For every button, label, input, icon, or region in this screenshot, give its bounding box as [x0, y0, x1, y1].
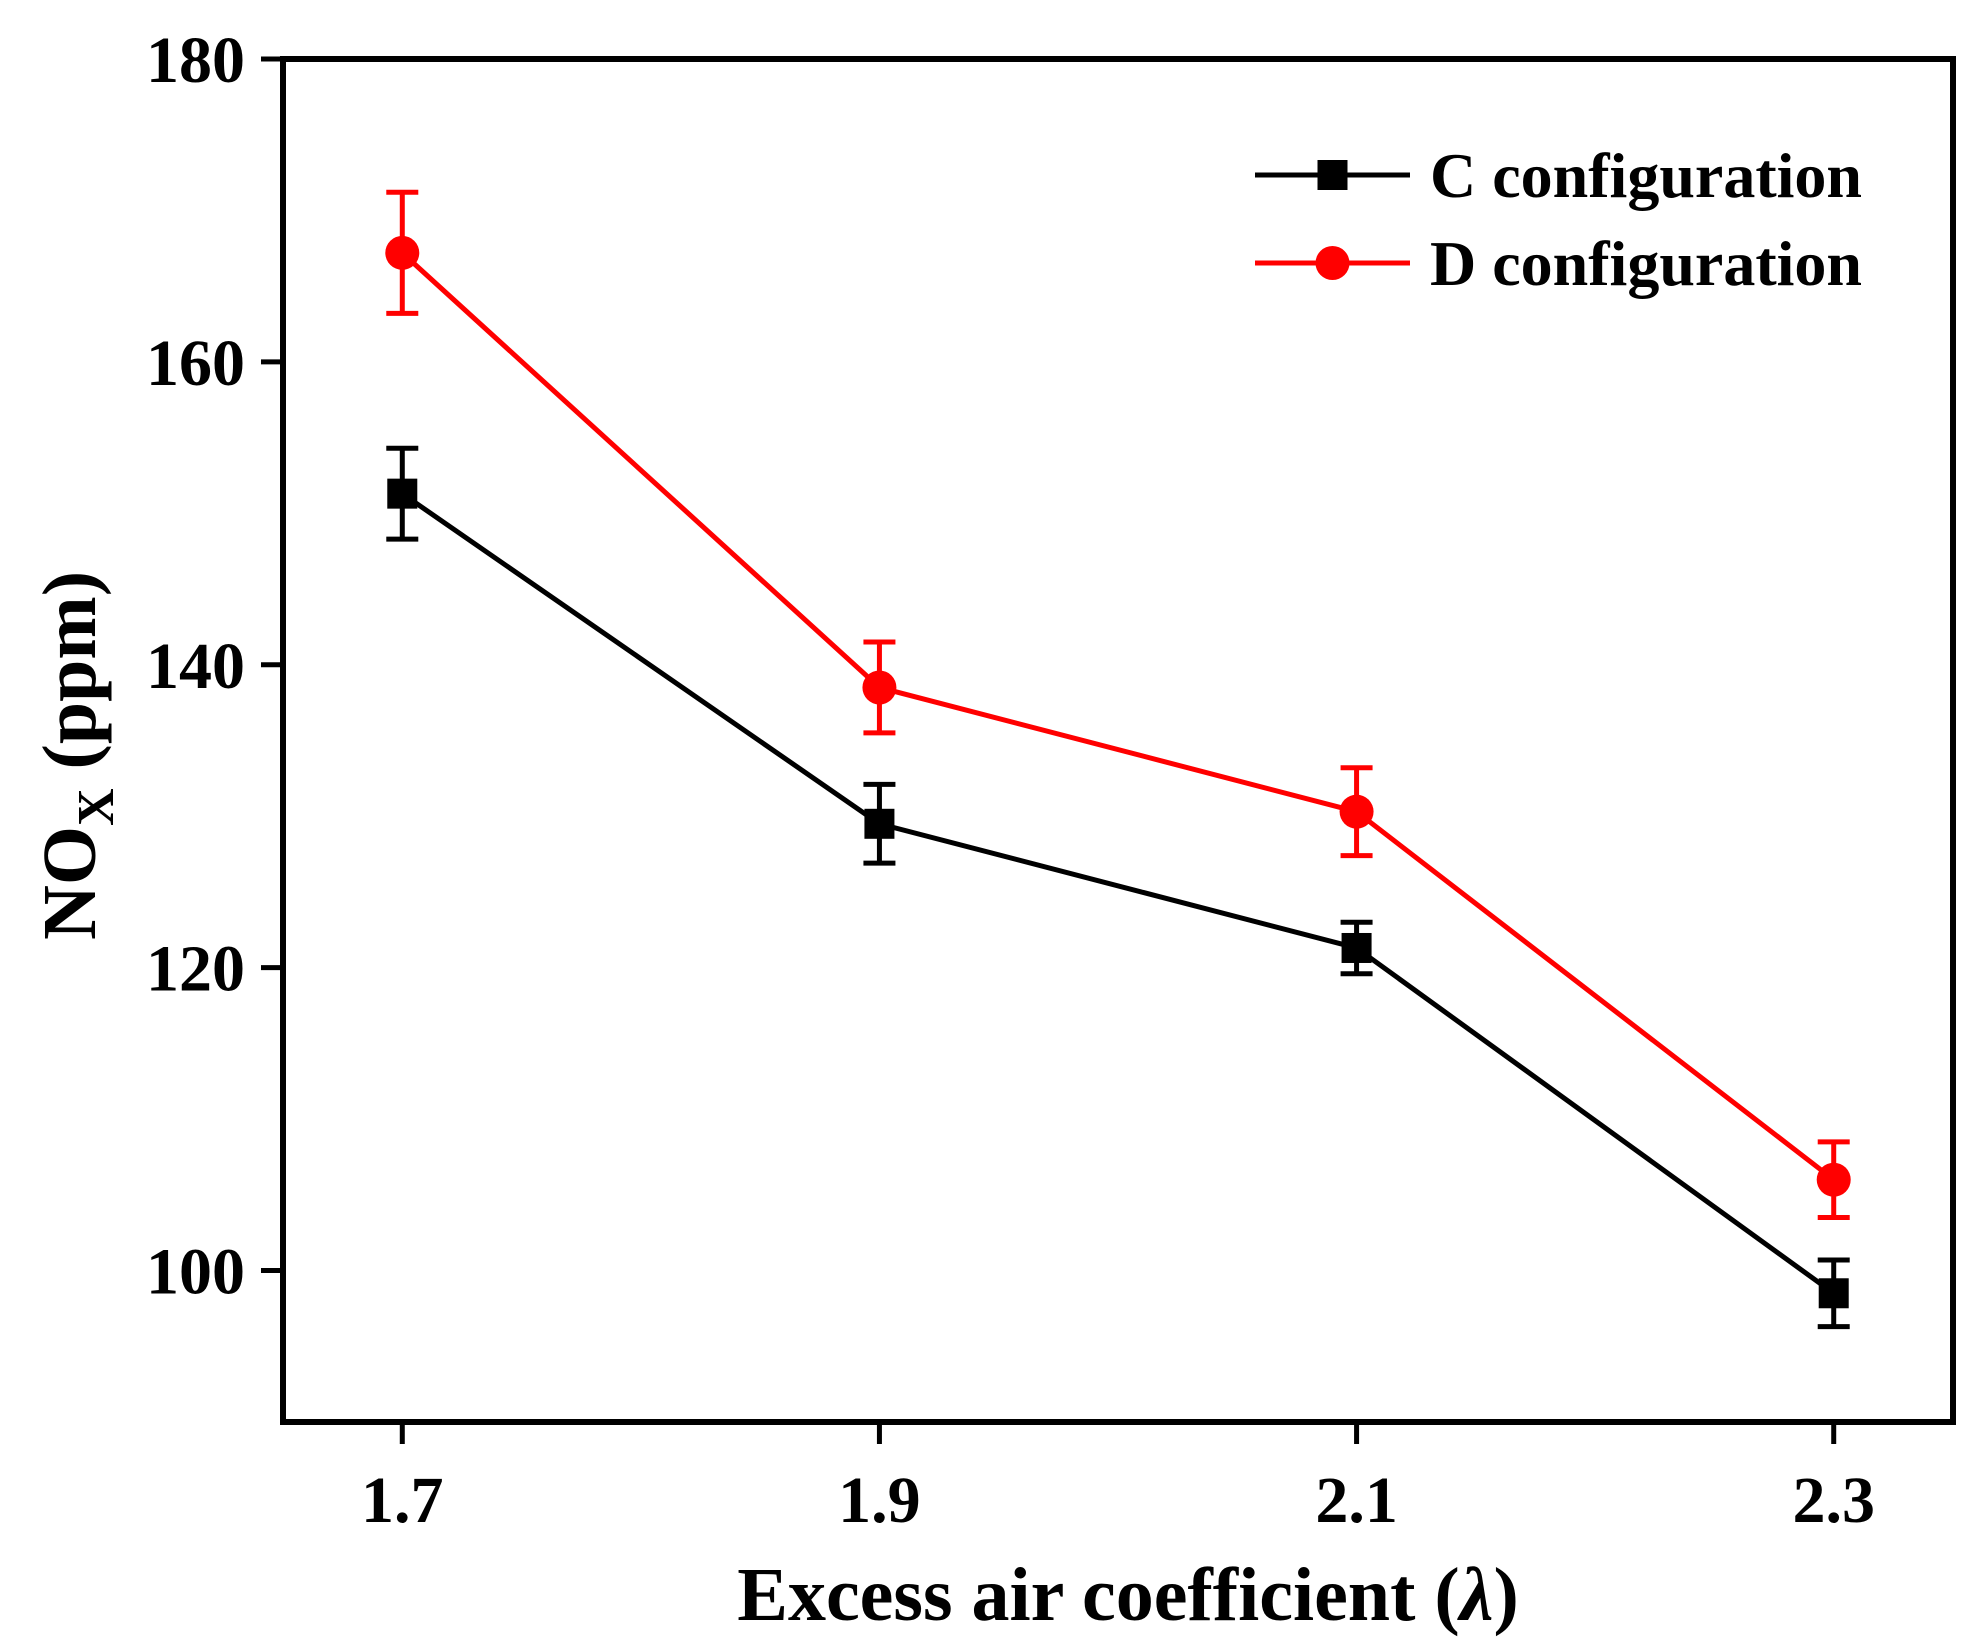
- legend-entry-c: C configuration: [1255, 140, 1862, 211]
- legend-label-c: C configuration: [1430, 140, 1862, 211]
- y-tick-label-160: 160: [146, 327, 245, 400]
- y-tick-label-140: 140: [146, 630, 245, 703]
- legend-marker-c-square: [1317, 160, 1348, 190]
- x-tick-label-2.3: 2.3: [1792, 1464, 1875, 1537]
- data-point-c-2.1: [1341, 932, 1372, 963]
- x-tick-label-2.1: 2.1: [1315, 1464, 1398, 1537]
- legend-label-d: D configuration: [1430, 228, 1862, 299]
- y-axis-title-subscript: X: [68, 788, 125, 826]
- x-tick-label-1.7: 1.7: [361, 1464, 444, 1537]
- y-tick-label-120: 120: [146, 933, 245, 1006]
- series-line-d: [400, 251, 1836, 1182]
- data-point-c-1.9: [864, 808, 895, 839]
- data-point-d-1.7: [385, 235, 420, 270]
- x-axis-title-close: ): [1493, 1553, 1518, 1637]
- legend-marker-d-circle: [1315, 246, 1350, 280]
- y-axis-title: NOX (ppm): [28, 571, 125, 940]
- axes: 1.7 1.9 2.1 2.3 100 120 140 160 180: [146, 24, 1875, 1537]
- series-layer: [385, 189, 1851, 1330]
- x-axis-title-text: Excess air coefficient (: [737, 1553, 1459, 1637]
- data-point-c-1.7: [387, 478, 418, 509]
- x-axis-title: Excess air coefficient (λ): [737, 1553, 1519, 1637]
- data-point-d-1.9: [862, 670, 897, 705]
- x-tick-label-1.9: 1.9: [838, 1464, 921, 1537]
- data-point-d-2.1: [1339, 794, 1374, 829]
- y-axis-title-main: NO: [28, 826, 112, 940]
- legend: C configuration D configuration: [1255, 140, 1862, 299]
- y-axis-title-unit: (ppm): [28, 571, 112, 788]
- lambda-symbol: λ: [1457, 1553, 1494, 1637]
- data-point-d-2.3: [1816, 1162, 1851, 1197]
- data-point-c-2.3: [1818, 1278, 1849, 1309]
- series-line-c: [400, 491, 1836, 1296]
- plot-frame: [280, 56, 1956, 1425]
- legend-entry-d: D configuration: [1255, 228, 1862, 299]
- y-tick-label-180: 180: [146, 24, 245, 97]
- y-tick-label-100: 100: [146, 1236, 245, 1309]
